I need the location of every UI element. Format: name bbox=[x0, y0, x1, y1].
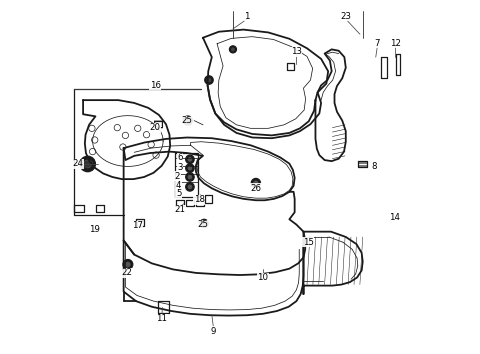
Circle shape bbox=[84, 160, 92, 168]
Text: 22: 22 bbox=[121, 268, 132, 278]
Text: 2: 2 bbox=[175, 172, 180, 181]
Circle shape bbox=[186, 173, 194, 181]
Circle shape bbox=[253, 181, 258, 185]
Circle shape bbox=[185, 118, 191, 123]
Text: 25: 25 bbox=[197, 220, 208, 229]
Circle shape bbox=[188, 166, 192, 171]
Text: 21: 21 bbox=[175, 205, 186, 214]
Text: 13: 13 bbox=[291, 47, 302, 56]
Circle shape bbox=[252, 178, 261, 188]
Text: 7: 7 bbox=[375, 39, 380, 47]
Circle shape bbox=[188, 184, 192, 189]
Text: 11: 11 bbox=[156, 314, 167, 323]
Circle shape bbox=[207, 78, 211, 82]
Circle shape bbox=[186, 164, 194, 172]
Text: 4: 4 bbox=[176, 181, 181, 190]
Text: 24: 24 bbox=[72, 159, 84, 169]
Text: 20: 20 bbox=[149, 123, 160, 132]
Circle shape bbox=[186, 183, 194, 191]
Text: 19: 19 bbox=[89, 225, 100, 234]
Text: 1: 1 bbox=[244, 12, 250, 21]
Text: 16: 16 bbox=[150, 81, 161, 90]
Circle shape bbox=[188, 157, 192, 162]
Text: 12: 12 bbox=[390, 39, 401, 47]
Ellipse shape bbox=[83, 161, 93, 167]
Text: 25: 25 bbox=[181, 116, 192, 125]
Circle shape bbox=[188, 175, 192, 179]
Text: 14: 14 bbox=[389, 213, 400, 222]
Text: 23: 23 bbox=[340, 12, 351, 21]
Circle shape bbox=[231, 47, 235, 51]
Circle shape bbox=[123, 259, 133, 269]
Circle shape bbox=[186, 155, 194, 164]
Text: 15: 15 bbox=[303, 238, 314, 247]
Text: 10: 10 bbox=[257, 273, 268, 282]
Text: 17: 17 bbox=[132, 221, 143, 230]
Text: 9: 9 bbox=[211, 327, 216, 336]
Text: 3: 3 bbox=[177, 163, 183, 172]
Circle shape bbox=[80, 156, 96, 172]
Text: 8: 8 bbox=[371, 162, 377, 171]
Text: 6: 6 bbox=[177, 153, 183, 162]
Circle shape bbox=[200, 219, 208, 228]
Circle shape bbox=[183, 116, 192, 125]
Circle shape bbox=[125, 262, 131, 267]
Text: 5: 5 bbox=[176, 189, 181, 199]
Circle shape bbox=[205, 76, 213, 84]
Text: 18: 18 bbox=[193, 195, 204, 204]
Circle shape bbox=[229, 46, 237, 53]
Text: 26: 26 bbox=[251, 184, 262, 193]
Circle shape bbox=[202, 221, 206, 226]
